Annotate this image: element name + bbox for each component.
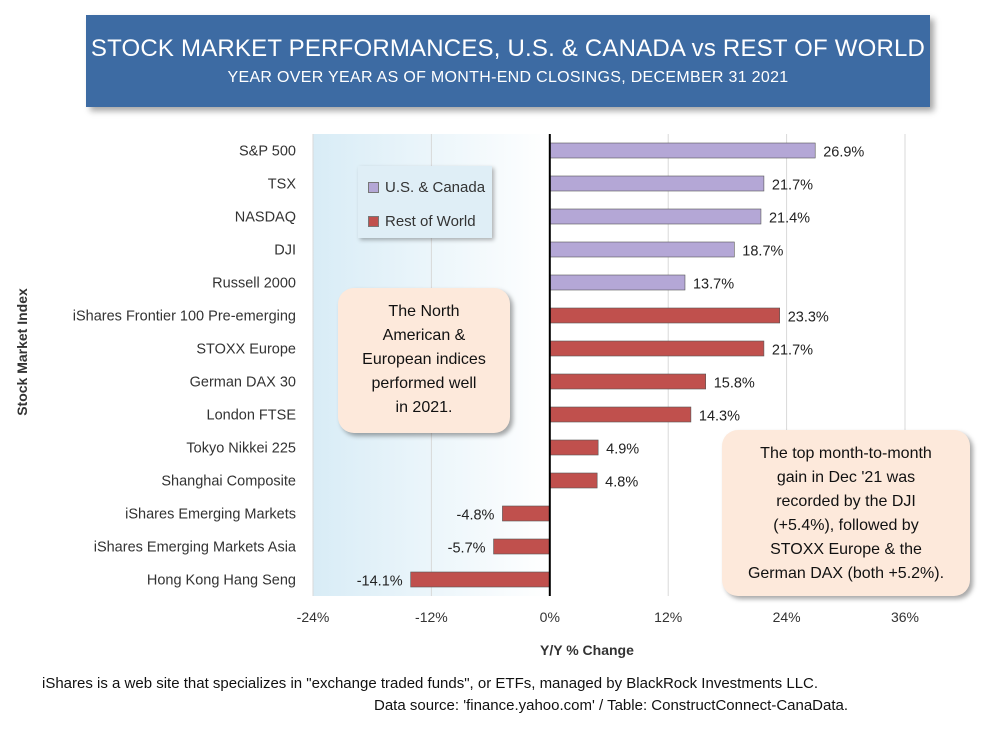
category-label: STOXX Europe	[196, 342, 296, 358]
category-label: Tokyo Nikkei 225	[186, 441, 296, 457]
x-tick-label: -24%	[297, 609, 330, 625]
bar	[549, 373, 706, 390]
value-label: 23.3%	[788, 310, 829, 326]
legend-label-us-canada: U.S. & Canada	[385, 179, 486, 196]
legend-item-us-canada: U.S. & Canada	[368, 179, 485, 196]
category-label: Shanghai Composite	[161, 474, 296, 490]
value-label: -14.1%	[357, 574, 403, 590]
value-label: 4.8%	[605, 475, 638, 491]
bar	[549, 406, 692, 423]
x-tick-label: 0%	[540, 609, 560, 625]
value-label: -5.7%	[448, 541, 486, 557]
value-label: 13.7%	[693, 277, 734, 293]
bar	[549, 241, 735, 258]
x-tick-label: 24%	[773, 609, 801, 625]
bar	[410, 571, 551, 588]
callout-left-line: European indices	[362, 351, 486, 368]
category-label: DJI	[274, 243, 296, 259]
callout-left-line: in 2021.	[395, 399, 453, 416]
value-label: 21.7%	[772, 343, 813, 359]
value-label: 4.9%	[606, 442, 639, 458]
x-tick-label: 12%	[654, 609, 682, 625]
category-label: Russell 2000	[212, 276, 296, 292]
value-label: 14.3%	[699, 409, 740, 425]
callout-right-line: gain in Dec '21 was	[776, 469, 916, 486]
callout-left-line: The North	[388, 303, 460, 320]
category-label: TSX	[268, 177, 297, 193]
bar	[549, 439, 599, 456]
value-label: 15.8%	[714, 376, 755, 392]
bar	[549, 175, 765, 192]
y-axis-title-text: Stock Market Index	[14, 288, 30, 416]
value-label: 21.7%	[772, 178, 813, 194]
chart-title: STOCK MARKET PERFORMANCES, U.S. & CANADA…	[90, 35, 926, 62]
category-label: S&P 500	[239, 144, 296, 160]
category-label: iShares Emerging Markets	[125, 507, 296, 523]
category-label: iShares Frontier 100 Pre-emerging	[73, 309, 296, 325]
callout-right-line: recorded by the DJI	[776, 493, 916, 510]
value-label: 18.7%	[742, 244, 783, 260]
callout-left-line: performed well	[371, 375, 477, 392]
callout-top-gain: The top month-to-month gain in Dec '21 w…	[722, 430, 970, 596]
callout-left-line: American &	[382, 327, 466, 344]
x-axis-title: Y/Y % Change	[540, 642, 634, 658]
chart-subtitle: YEAR OVER YEAR AS OF MONTH-END CLOSINGS,…	[227, 69, 789, 86]
x-tick-label: 36%	[891, 609, 919, 625]
callout-right-line: STOXX Europe & the	[770, 541, 922, 558]
bar	[502, 505, 551, 522]
x-tick-label: -12%	[415, 609, 448, 625]
legend-item-rest-of-world: Rest of World	[368, 213, 476, 230]
title-banner: STOCK MARKET PERFORMANCES, U.S. & CANADA…	[86, 15, 930, 107]
legend: U.S. & Canada Rest of World	[358, 166, 492, 238]
category-label: Hong Kong Hang Seng	[147, 573, 296, 589]
bar	[493, 538, 551, 555]
bar	[549, 142, 816, 159]
category-label: NASDAQ	[235, 210, 296, 226]
legend-swatch-rest-of-world	[368, 216, 379, 227]
callout-right-line: The top month-to-month	[760, 445, 932, 462]
callout-north-american: The North American & European indices pe…	[338, 288, 510, 433]
legend-label-rest-of-world: Rest of World	[385, 213, 476, 230]
category-label: iShares Emerging Markets Asia	[94, 540, 297, 556]
footnote-ishares: iShares is a web site that specializes i…	[42, 675, 819, 692]
value-label: 26.9%	[823, 145, 864, 161]
bar	[549, 340, 765, 357]
callout-right-line: German DAX (both +5.2%).	[747, 565, 945, 582]
callout-right-line: (+5.4%), followed by	[773, 517, 919, 534]
bar	[549, 208, 762, 225]
legend-swatch-us-canada	[368, 182, 379, 193]
category-label: London FTSE	[207, 408, 297, 424]
category-label: German DAX 30	[190, 375, 296, 391]
value-label: -4.8%	[457, 508, 495, 524]
bar	[549, 472, 598, 489]
value-label: 21.4%	[769, 211, 810, 227]
bar	[549, 274, 686, 291]
bar	[549, 307, 780, 324]
footnote-source: Data source: 'finance.yahoo.com' / Table…	[374, 697, 849, 714]
